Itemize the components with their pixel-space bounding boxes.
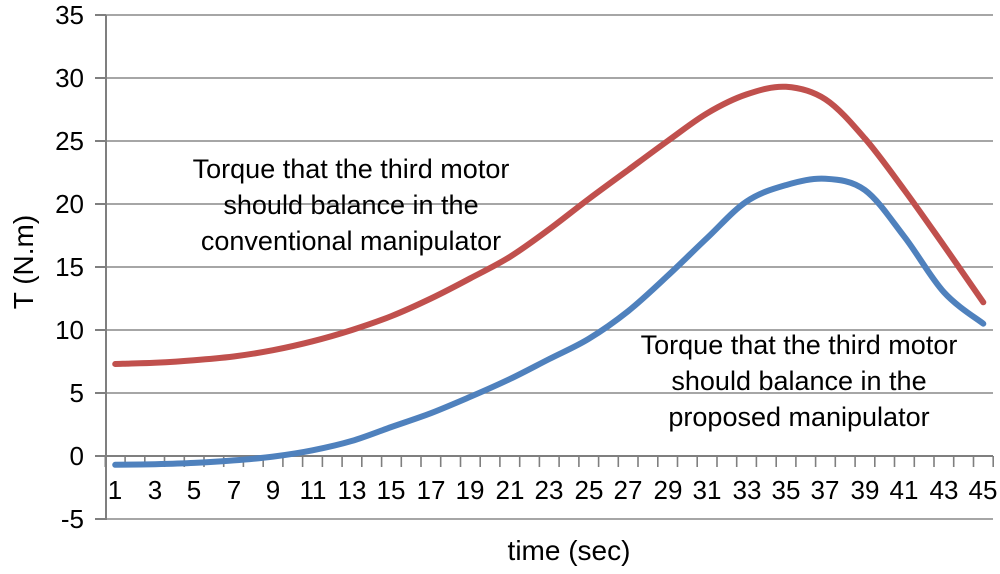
x-tick-label-45: 45 <box>968 475 998 505</box>
x-tick-label-5: 5 <box>186 475 202 505</box>
annotation-proposed-series: Torque that the third motor should balan… <box>589 327 1000 435</box>
x-tick-label-25: 25 <box>574 475 604 505</box>
y-tick-label--5: -5 <box>60 504 84 534</box>
x-tick-label-37: 37 <box>810 475 840 505</box>
annotation-text-line: proposed manipulator <box>668 402 930 432</box>
x-tick-label-33: 33 <box>732 475 762 505</box>
x-tick-label-39: 39 <box>850 475 880 505</box>
annotation-text-line: should balance in the <box>671 366 927 396</box>
annotation-conventional-series: Torque that the third motor should balan… <box>141 151 561 259</box>
y-tick-label-30: 30 <box>55 63 84 93</box>
x-tick-label-27: 27 <box>613 475 643 505</box>
y-tick-label-25: 25 <box>55 126 84 156</box>
y-tick-label-5: 5 <box>69 378 84 408</box>
x-tick-label-19: 19 <box>455 475 485 505</box>
x-tick-label-31: 31 <box>692 475 722 505</box>
y-tick-label-10: 10 <box>55 315 84 345</box>
x-tick-label-29: 29 <box>653 475 683 505</box>
annotation-text-line: conventional manipulator <box>200 226 502 256</box>
x-tick-label-9: 9 <box>265 475 281 505</box>
x-tick-label-15: 15 <box>376 475 406 505</box>
x-tick-label-11: 11 <box>299 475 327 505</box>
x-tick-label-41: 41 <box>889 475 919 505</box>
x-tick-label-1: 1 <box>107 475 123 505</box>
x-tick-label-43: 43 <box>929 475 959 505</box>
x-tick-label-3: 3 <box>147 475 163 505</box>
x-tick-label-21: 21 <box>495 475 525 505</box>
y-tick-label-20: 20 <box>55 189 84 219</box>
annotation-text-line: Torque that the third motor <box>640 330 958 360</box>
x-tick-label-17: 17 <box>416 475 446 505</box>
y-axis-title: T (N.m) <box>8 214 39 310</box>
x-tick-label-7: 7 <box>226 475 242 505</box>
y-tick-label-35: 35 <box>55 0 84 30</box>
y-tick-label-0: 0 <box>69 441 84 471</box>
series-proposed-line <box>112 175 987 468</box>
x-tick-label-35: 35 <box>771 475 801 505</box>
x-tick-label-23: 23 <box>534 475 564 505</box>
x-tick-label-13: 13 <box>337 475 367 505</box>
series-conventional-line <box>112 83 987 367</box>
x-axis-title: time (sec) <box>507 535 631 566</box>
annotation-text-line: should balance in the <box>223 190 479 220</box>
annotation-text-line: Torque that the third motor <box>192 154 510 184</box>
y-tick-label-15: 15 <box>55 252 84 282</box>
